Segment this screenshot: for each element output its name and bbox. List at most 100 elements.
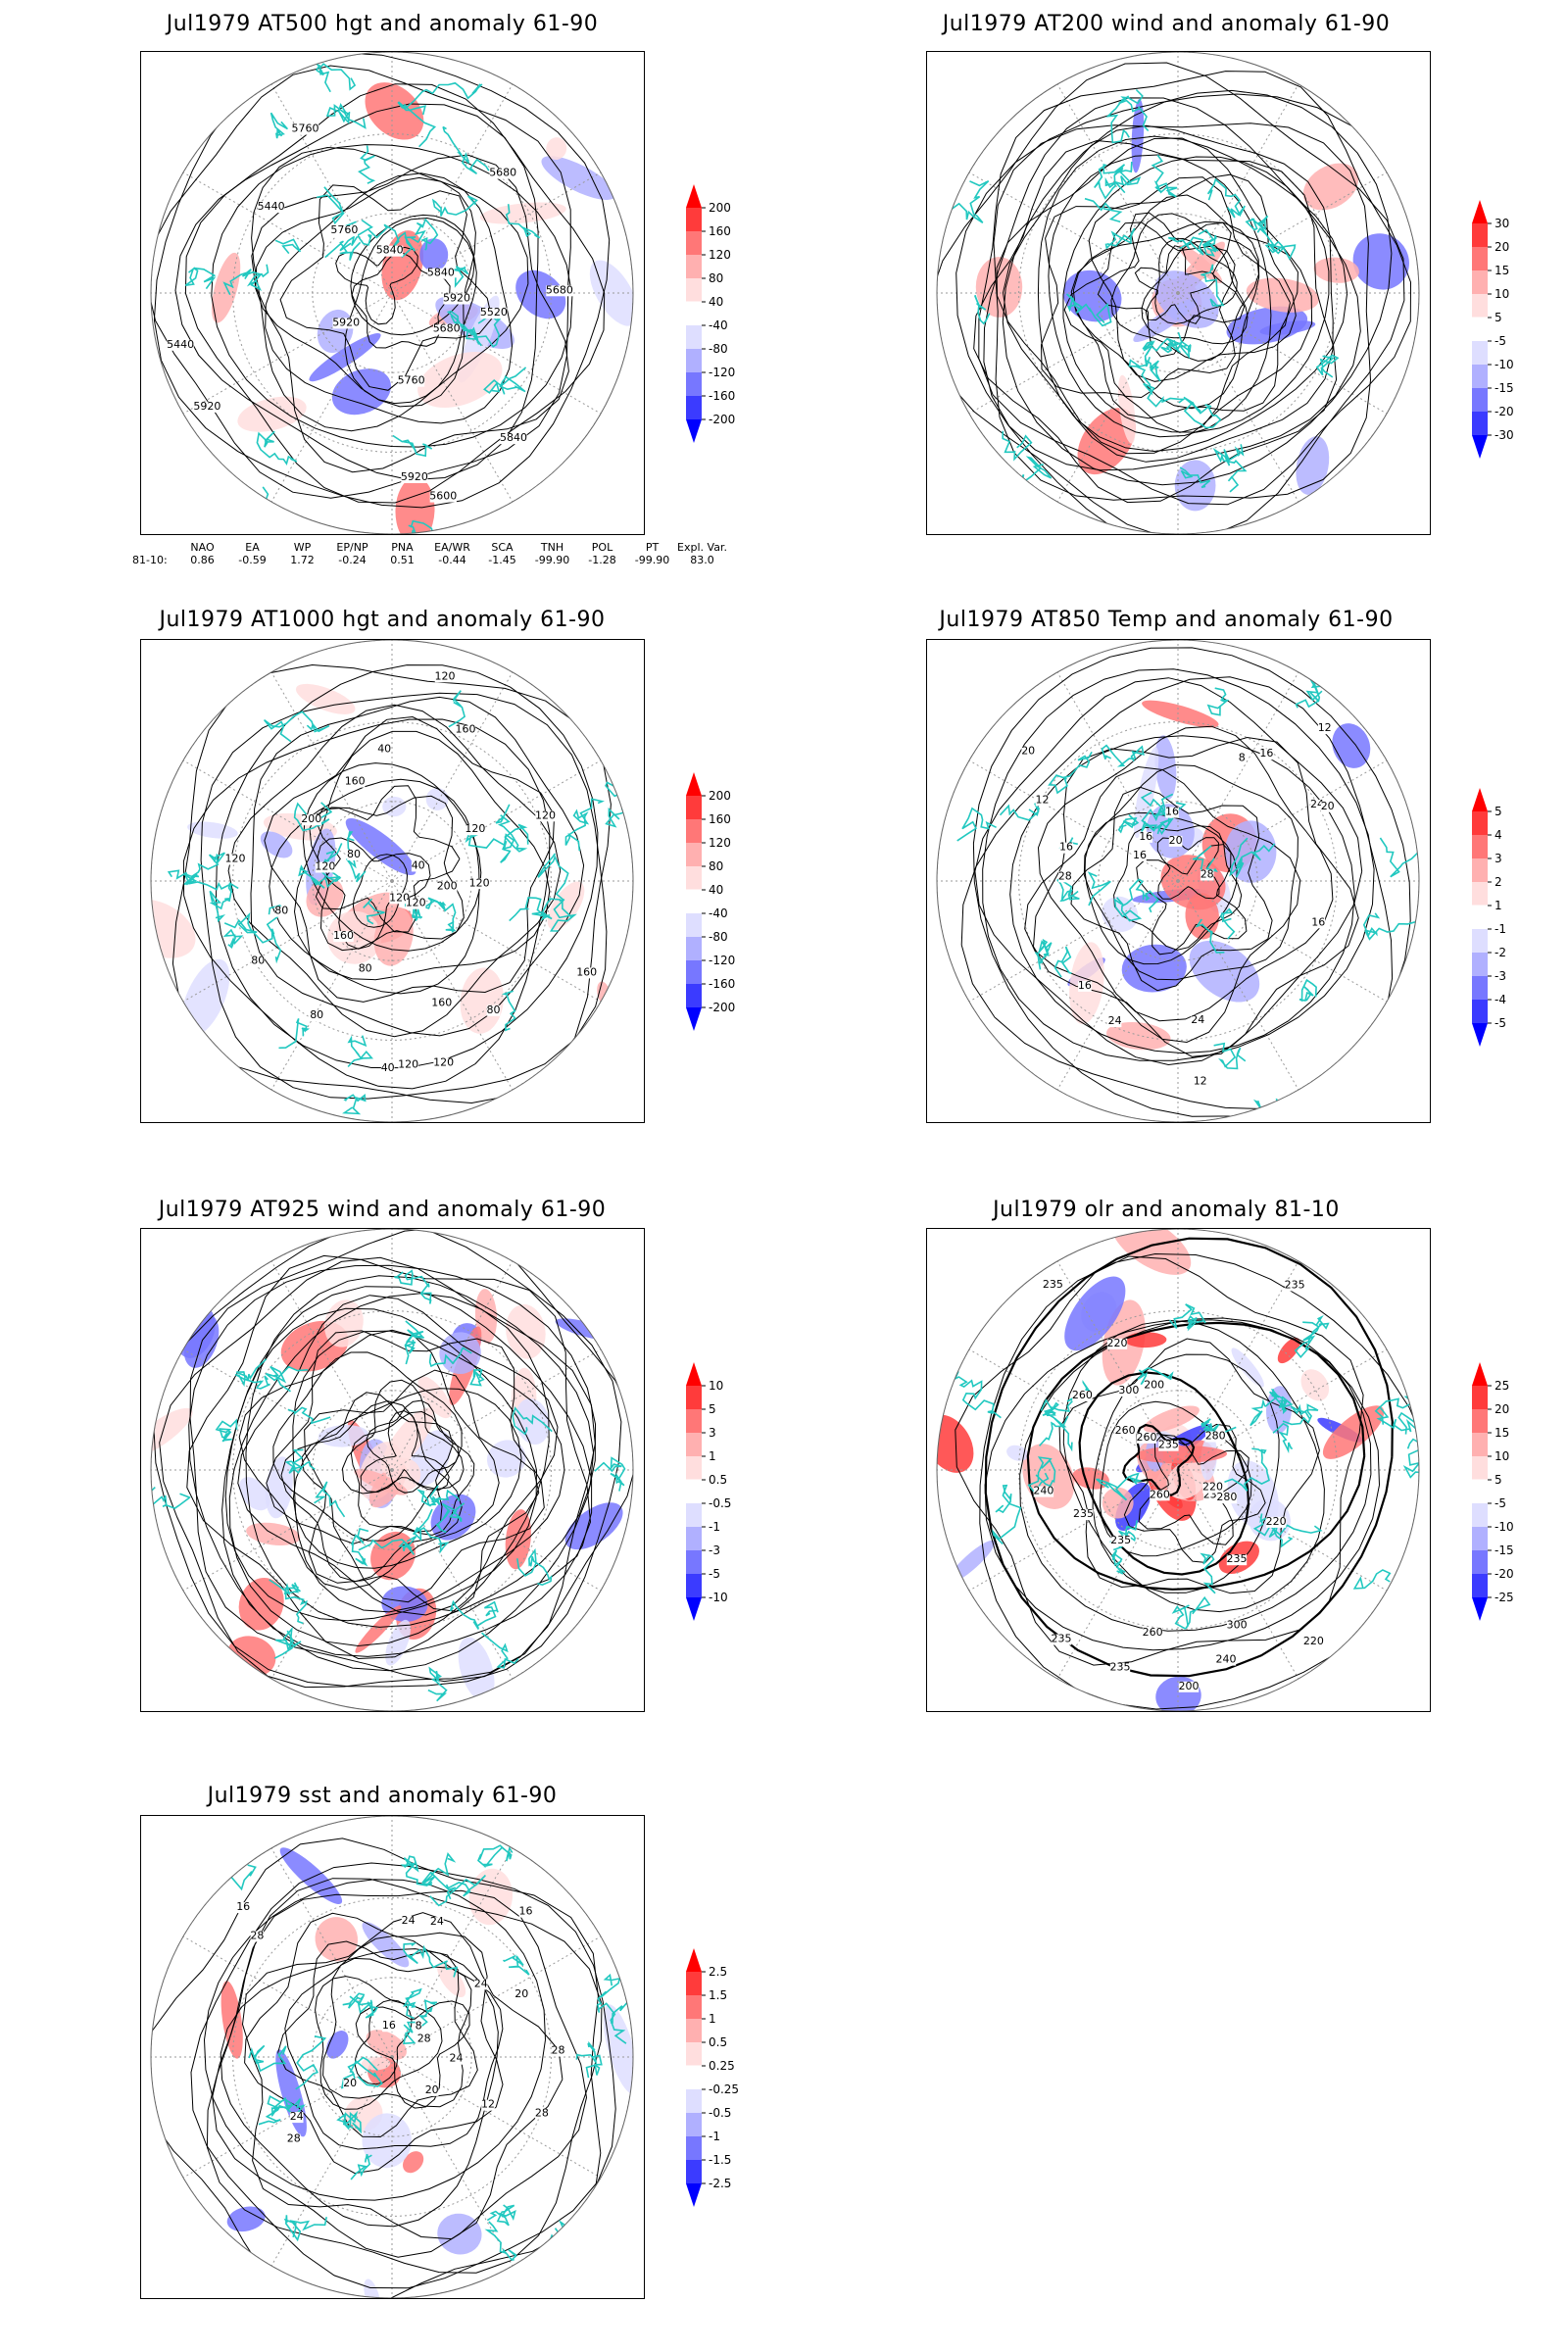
- coastline: [1087, 871, 1111, 906]
- contour-label-bg: [345, 776, 366, 788]
- anomaly-shading: [603, 2004, 633, 2094]
- colorbar-label: 0.5: [709, 2035, 727, 2049]
- colorbar-label: -0.5: [709, 1496, 731, 1510]
- coastline: [1141, 793, 1174, 835]
- contour-label: 260: [1150, 1488, 1170, 1500]
- meridian-line: [1177, 671, 1299, 882]
- coastline: [509, 897, 551, 922]
- contour-label-bg: [1200, 869, 1214, 881]
- anomaly-shading: [151, 899, 196, 958]
- contour-label-bg: [546, 285, 573, 297]
- coastline: [340, 2056, 383, 2089]
- contour-label-bg: [1216, 1493, 1238, 1504]
- contour-label: 160: [456, 723, 476, 736]
- colorbar-label: -20: [1494, 1567, 1514, 1581]
- colorbar-label: 25: [1494, 1379, 1509, 1393]
- contour-label: 260: [1137, 1431, 1157, 1444]
- contour-label: 28: [1058, 869, 1072, 882]
- coastline: [427, 1666, 448, 1702]
- index-value-cell: -1.28: [588, 554, 616, 566]
- contour-line: [352, 854, 409, 928]
- contour-label-bg: [535, 2108, 549, 2120]
- colorbar-label: -0.5: [709, 2106, 731, 2120]
- coastline: [248, 2044, 287, 2073]
- contour-line: [153, 52, 611, 509]
- contour-label: 5680: [489, 167, 516, 179]
- contour-label: 16: [1165, 806, 1179, 818]
- coastline: [999, 803, 1040, 821]
- contour-line: [1138, 1434, 1250, 1545]
- colorbar-bottom-arrow: [686, 419, 702, 443]
- contour-line: [317, 837, 431, 950]
- contour-line: [1088, 173, 1297, 382]
- index-value-cell: -99.90: [534, 554, 570, 566]
- contour-label-bg: [1238, 753, 1246, 764]
- contour-label-bg: [406, 898, 426, 909]
- index-value-cell: 0.86: [190, 554, 215, 566]
- coastline: [1084, 197, 1123, 223]
- contour-label: 20: [425, 2083, 439, 2096]
- coastline: [1104, 175, 1142, 194]
- contour-label-bg: [1317, 723, 1332, 735]
- colorbar-label: 30: [1494, 217, 1509, 230]
- colorbar-segment: [1471, 1479, 1489, 1504]
- coastline: [1220, 907, 1236, 940]
- meridian-line: [391, 1348, 602, 1471]
- contour-label-bg: [1142, 1627, 1163, 1639]
- coastline: [951, 179, 990, 223]
- meridian-line: [391, 671, 514, 882]
- coastline: [336, 2110, 362, 2134]
- contour-line: [982, 668, 1375, 1061]
- contour-label-bg: [1107, 1016, 1122, 1028]
- coastline: [404, 1320, 425, 1354]
- colorbar-segment: [686, 1527, 702, 1550]
- colorbar-segment: [686, 372, 702, 396]
- anomaly-shading: [505, 1509, 531, 1570]
- contour-line: [341, 1379, 465, 1494]
- contour-label-bg: [1043, 1280, 1063, 1291]
- colorbar-segment: [686, 913, 702, 937]
- latitude-circle: [232, 1897, 552, 2217]
- contour-label-bg: [291, 123, 319, 135]
- colorbar-label: 200: [709, 789, 731, 803]
- contour-label: 200: [437, 880, 458, 893]
- colorbar-segment: [686, 937, 702, 960]
- contour-label-bg: [427, 268, 455, 279]
- contour-label: 220: [1107, 1337, 1128, 1349]
- colorbar-bottom-arrow: [686, 2183, 702, 2207]
- colorbar-label: -40: [709, 318, 728, 332]
- colorbar-segment: [686, 2160, 702, 2183]
- contour-label: 24: [1108, 1014, 1122, 1027]
- contour-label: 24: [402, 1914, 416, 1927]
- map-frame: 120 160 160 120 200 160 120 80 40 40 120 80 120 160 12…: [140, 639, 645, 1123]
- contour-label-bg: [167, 339, 194, 351]
- polar-map: 5840 5760 5680 5840 5760 5680 5920 5920 5440 5440…: [150, 52, 634, 534]
- coastline: [324, 240, 362, 261]
- contour-line: [1024, 765, 1301, 1044]
- contour-label: 28: [287, 2132, 301, 2145]
- coastline: [1379, 837, 1419, 878]
- anomaly-shading: [1332, 723, 1371, 768]
- anomaly-shading: [1135, 1446, 1228, 1464]
- colorbar: 10 5 3 1 0.5 -0.5 -1 -3 -5 -10: [685, 1362, 731, 1621]
- colorbar-top-arrow: [686, 1362, 702, 1386]
- coastline: [1256, 227, 1297, 261]
- colorbar-label: 80: [709, 271, 723, 285]
- contour-label-bg: [1178, 1681, 1200, 1692]
- index-header-row: NAO EA WP EP/NP PNA EA/WR SCA TNH POL PT Expl. Var…: [132, 541, 727, 554]
- colorbar-segment: [1472, 1574, 1488, 1597]
- contour-label-bg: [1193, 1076, 1207, 1088]
- coastline: [1195, 918, 1225, 954]
- contour-line: [212, 1889, 588, 2258]
- colorbar-segment: [686, 2089, 702, 2113]
- contour-line: [984, 1237, 1394, 1678]
- coastline: [1065, 293, 1112, 327]
- contour-label: 24: [290, 2110, 304, 2123]
- contour-label: 5520: [480, 306, 508, 318]
- colorbar-label: 10: [1494, 1449, 1509, 1463]
- contour-label-bg: [468, 878, 490, 890]
- index-header-cell: TNH: [540, 541, 564, 554]
- contour-label: 120: [535, 808, 556, 821]
- contour-label: 28: [417, 2032, 431, 2044]
- meridian-line: [270, 2056, 393, 2267]
